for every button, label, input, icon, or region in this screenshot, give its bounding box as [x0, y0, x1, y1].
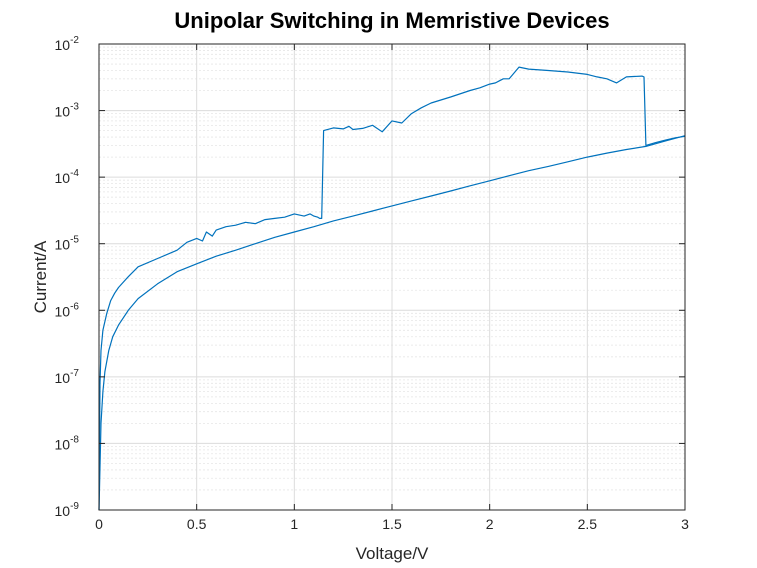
x-tick-label: 1.5	[382, 516, 402, 532]
x-axis-ticks: 0 0.5 1 1.5 2 2.5 3	[95, 44, 689, 532]
y-tick-label: 10-5	[55, 235, 80, 253]
x-tick-label: 3	[681, 516, 689, 532]
data-lines	[98, 66, 686, 511]
y-tick-label: 10-2	[55, 35, 80, 53]
x-tick-label: 0.5	[187, 516, 207, 532]
x-tick-label: 2	[486, 516, 494, 532]
y-tick-label: 10-6	[55, 301, 80, 319]
x-tick-label: 1	[290, 516, 298, 532]
y-tick-label: 10-7	[55, 368, 80, 386]
y-tick-label: 10-8	[55, 434, 80, 452]
y-tick-label: 10-4	[55, 168, 80, 186]
series-line-baseline	[98, 135, 686, 511]
x-tick-label: 2.5	[578, 516, 598, 532]
y-axis-ticks: 10-9 10-8 10-7 10-6 10-5 10-4 10-3 10-2	[55, 35, 685, 519]
y-tick-label: 10-3	[55, 102, 80, 120]
x-axis-label: Voltage/V	[356, 544, 429, 563]
grid	[98, 43, 686, 511]
y-tick-label: 10-9	[55, 501, 80, 519]
series-line-switching	[98, 66, 686, 511]
chart-title: Unipolar Switching in Memristive Devices	[174, 8, 609, 33]
x-tick-label: 0	[95, 516, 103, 532]
y-axis-label: Current/A	[31, 240, 50, 313]
